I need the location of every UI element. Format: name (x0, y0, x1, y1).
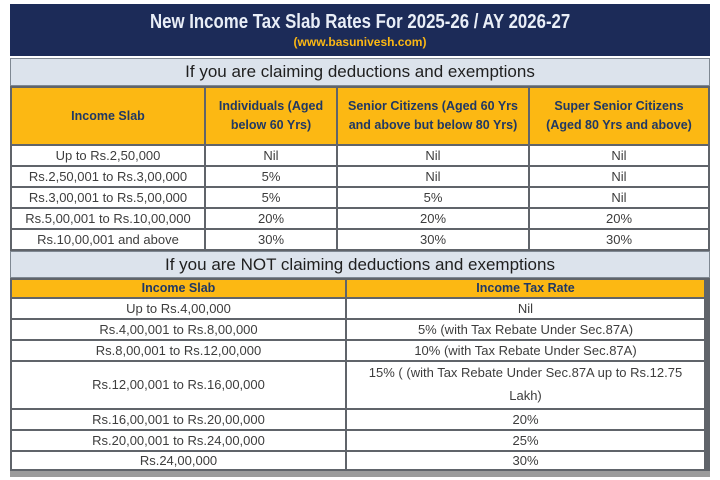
column-header-individuals: Individuals (Aged below 60 Yrs) (206, 88, 336, 144)
column-header-senior-citizens: Senior Citizens (Aged 60 Yrs and above b… (338, 88, 528, 144)
table-cell: Rs.5,00,001 to Rs.10,00,000 (12, 209, 204, 228)
table-cell: Rs.3,00,001 to Rs.5,00,000 (12, 188, 204, 207)
site-url: (www.basunivesh.com) (293, 35, 427, 49)
table-cell: Nil (530, 146, 708, 165)
table-cell: 5% (206, 188, 336, 207)
table-cell: 5% (with Tax Rebate Under Sec.87A) (347, 320, 704, 339)
table-cell: Nil (338, 167, 528, 186)
column-header-income-slab-2: Income Slab (12, 280, 345, 297)
table-cell: Nil (347, 299, 704, 318)
table-cell: 20% (347, 410, 704, 429)
tax-slab-infographic: New Income Tax Slab Rates For 2025-26 / … (10, 4, 710, 477)
table-cell: Rs.12,00,001 to Rs.16,00,000 (12, 362, 345, 408)
table-cell: 15% ( (with Tax Rebate Under Sec.87A up … (347, 362, 704, 408)
table-cell: 5% (206, 167, 336, 186)
table-cell: 30% (206, 230, 336, 249)
title-block: New Income Tax Slab Rates For 2025-26 / … (10, 4, 710, 56)
table-cell: Rs.24,00,000 (12, 452, 345, 469)
table-cell: Nil (530, 167, 708, 186)
table-cell: Nil (530, 188, 708, 207)
column-header-income-slab: Income Slab (12, 88, 204, 144)
table-cell: Up to Rs.2,50,000 (12, 146, 204, 165)
table-with-deductions: Income Slab Individuals (Aged below 60 Y… (10, 86, 710, 251)
table-cell: Rs.4,00,001 to Rs.8,00,000 (12, 320, 345, 339)
table-cell: 30% (530, 230, 708, 249)
table-cell: 5% (338, 188, 528, 207)
column-header-super-senior-citizens: Super Senior Citizens (Aged 80 Yrs and a… (530, 88, 708, 144)
table-cell: Rs.2,50,001 to Rs.3,00,000 (12, 167, 204, 186)
table-cell: Rs.20,00,001 to Rs.24,00,000 (12, 431, 345, 450)
bottom-border-strip (10, 471, 710, 477)
section-heading-with-deductions: If you are claiming deductions and exemp… (10, 58, 710, 86)
table-cell: Rs.16,00,001 to Rs.20,00,000 (12, 410, 345, 429)
table-cell: 20% (338, 209, 528, 228)
table-cell: Rs.8,00,001 to Rs.12,00,000 (12, 341, 345, 360)
table-cell: 30% (338, 230, 528, 249)
table-cell: 25% (347, 431, 704, 450)
table-without-deductions: Income Slab Income Tax Rate Up to Rs.4,0… (10, 278, 710, 471)
table-cell: Rs.10,00,001 and above (12, 230, 204, 249)
page-title: New Income Tax Slab Rates For 2025-26 / … (149, 11, 571, 33)
table-cell: 10% (with Tax Rebate Under Sec.87A) (347, 341, 704, 360)
table-cell: Nil (206, 146, 336, 165)
table-cell: Up to Rs.4,00,000 (12, 299, 345, 318)
table-cell: 30% (347, 452, 704, 469)
section-heading-without-deductions: If you are NOT claiming deductions and e… (10, 251, 710, 278)
table-cell: Nil (338, 146, 528, 165)
column-header-income-tax-rate: Income Tax Rate (347, 280, 704, 297)
table-cell: 20% (530, 209, 708, 228)
table-cell: 20% (206, 209, 336, 228)
